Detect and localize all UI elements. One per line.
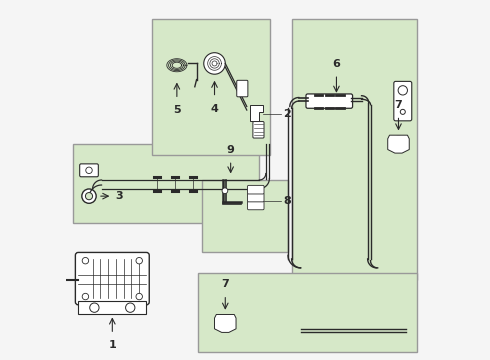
Circle shape — [394, 136, 403, 145]
FancyBboxPatch shape — [237, 80, 248, 97]
Text: 7: 7 — [394, 100, 402, 110]
FancyBboxPatch shape — [253, 122, 264, 138]
Text: 5: 5 — [173, 105, 181, 116]
Bar — [152, 19, 270, 155]
FancyBboxPatch shape — [75, 252, 149, 305]
Bar — [292, 19, 417, 280]
Circle shape — [86, 167, 92, 174]
Text: 3: 3 — [115, 191, 122, 201]
Polygon shape — [250, 105, 263, 121]
Text: 9: 9 — [227, 145, 235, 155]
Circle shape — [220, 315, 230, 324]
Bar — [198, 273, 417, 352]
Text: 2: 2 — [283, 109, 291, 119]
Circle shape — [136, 293, 143, 300]
Text: 6: 6 — [333, 59, 341, 69]
Polygon shape — [388, 135, 409, 153]
FancyBboxPatch shape — [247, 193, 264, 202]
Circle shape — [136, 257, 143, 264]
Text: 8: 8 — [284, 196, 292, 206]
Circle shape — [398, 86, 408, 95]
Circle shape — [400, 109, 405, 114]
Circle shape — [82, 293, 89, 300]
Text: 1: 1 — [108, 339, 116, 350]
Polygon shape — [215, 315, 236, 332]
Circle shape — [85, 193, 93, 200]
FancyBboxPatch shape — [80, 164, 98, 177]
FancyBboxPatch shape — [306, 94, 353, 108]
Circle shape — [125, 303, 135, 312]
Circle shape — [82, 257, 89, 264]
FancyBboxPatch shape — [247, 201, 264, 210]
Text: 4: 4 — [211, 104, 219, 114]
Bar — [78, 301, 147, 315]
Circle shape — [90, 303, 99, 312]
Circle shape — [82, 189, 96, 203]
Circle shape — [204, 53, 225, 74]
Bar — [202, 180, 288, 252]
Text: 7: 7 — [221, 279, 229, 289]
FancyBboxPatch shape — [394, 81, 412, 121]
Bar — [73, 144, 259, 223]
FancyBboxPatch shape — [247, 185, 264, 194]
Circle shape — [222, 188, 228, 194]
